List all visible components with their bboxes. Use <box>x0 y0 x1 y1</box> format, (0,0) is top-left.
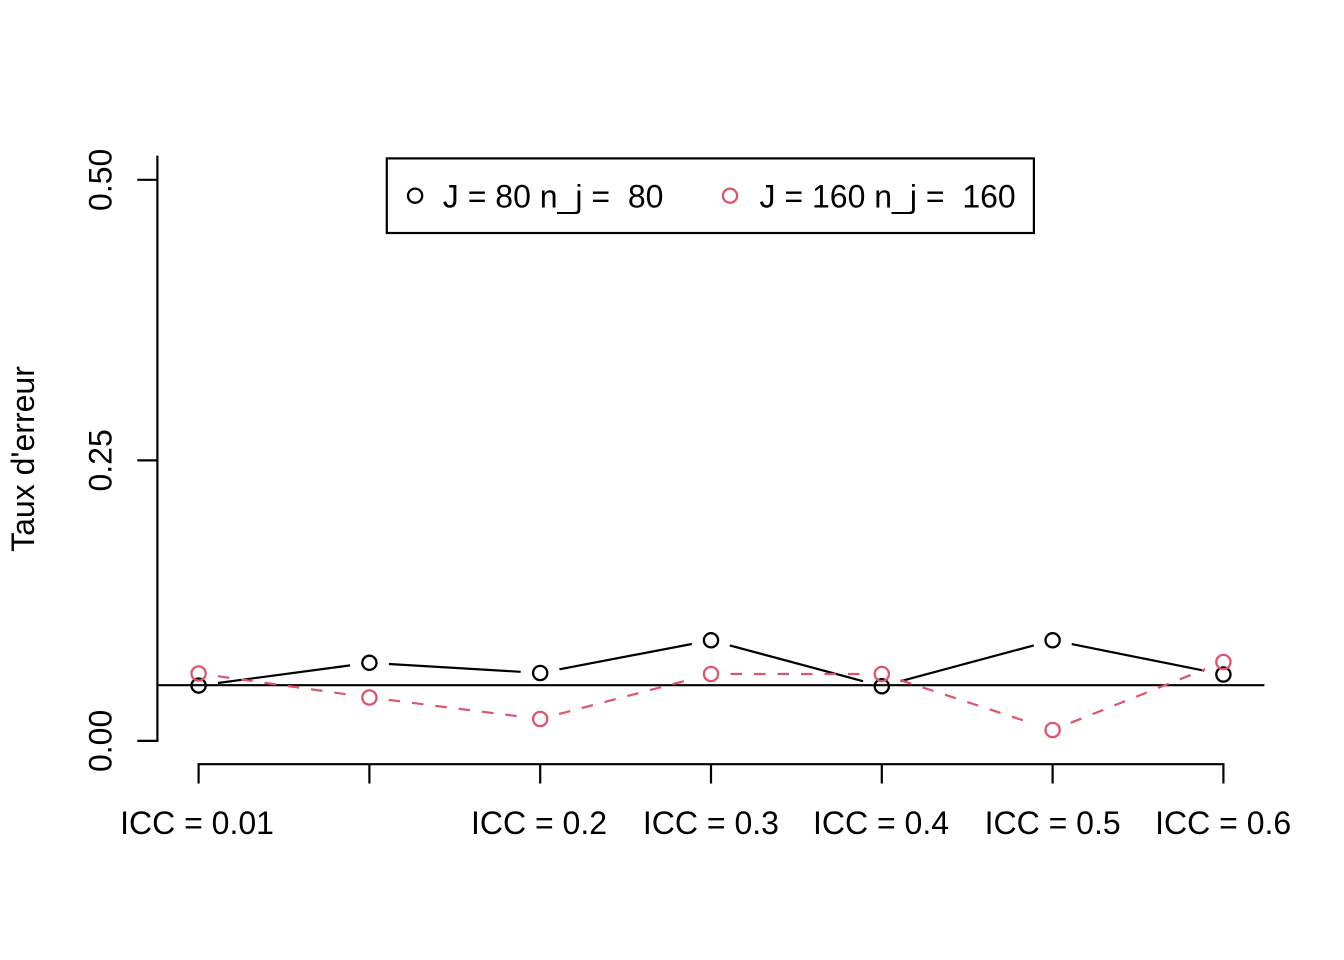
svg-text:ICC = 0.4: ICC = 0.4 <box>813 805 949 841</box>
svg-text:0.50: 0.50 <box>83 149 119 211</box>
svg-text:ICC = 0.5: ICC = 0.5 <box>985 805 1121 841</box>
svg-text:ICC = 0.2: ICC = 0.2 <box>471 805 607 841</box>
svg-text:Taux d'erreur: Taux d'erreur <box>5 366 41 552</box>
svg-text:0.00: 0.00 <box>83 710 119 772</box>
svg-text:ICC = 0.6: ICC = 0.6 <box>1155 805 1291 841</box>
svg-text:J = 80 n_j = 80: J = 80 n_j = 80 <box>443 179 664 215</box>
svg-text:ICC = 0.01: ICC = 0.01 <box>120 805 274 841</box>
svg-text:J = 160 n_j = 160: J = 160 n_j = 160 <box>760 179 1016 215</box>
svg-text:ICC = 0.3: ICC = 0.3 <box>643 805 779 841</box>
svg-text:0.25: 0.25 <box>83 429 119 491</box>
